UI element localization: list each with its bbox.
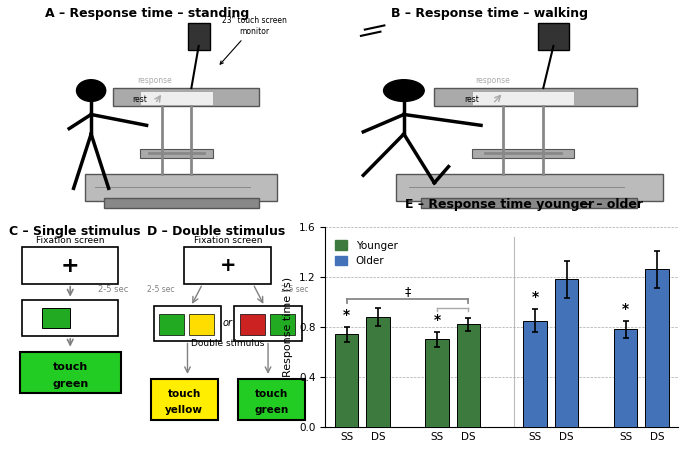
Text: A – Response time – standing: A – Response time – standing bbox=[45, 7, 249, 20]
FancyBboxPatch shape bbox=[270, 314, 295, 335]
Text: ‡: ‡ bbox=[404, 285, 411, 298]
Bar bbox=[457, 324, 480, 427]
Bar bbox=[645, 269, 669, 427]
Text: *: * bbox=[343, 308, 350, 322]
Text: 2-5 sec: 2-5 sec bbox=[98, 285, 129, 294]
FancyBboxPatch shape bbox=[42, 308, 71, 328]
FancyBboxPatch shape bbox=[421, 198, 637, 208]
FancyBboxPatch shape bbox=[234, 306, 301, 340]
Text: *: * bbox=[622, 301, 629, 316]
FancyBboxPatch shape bbox=[103, 198, 259, 208]
FancyBboxPatch shape bbox=[113, 88, 259, 106]
Bar bbox=[555, 279, 578, 427]
FancyBboxPatch shape bbox=[22, 247, 119, 284]
FancyBboxPatch shape bbox=[22, 300, 119, 336]
Bar bbox=[614, 330, 637, 427]
Text: C – Single stimulus: C – Single stimulus bbox=[10, 225, 141, 238]
Text: Fixation screen: Fixation screen bbox=[36, 236, 104, 245]
FancyBboxPatch shape bbox=[238, 379, 305, 420]
FancyBboxPatch shape bbox=[189, 314, 214, 335]
Text: Double stimulus: Double stimulus bbox=[191, 339, 264, 348]
Text: B – Response time – walking: B – Response time – walking bbox=[391, 7, 588, 20]
Circle shape bbox=[384, 80, 424, 101]
Text: green: green bbox=[52, 379, 88, 389]
Text: Fixation screen: Fixation screen bbox=[193, 236, 262, 245]
Text: green: green bbox=[254, 405, 288, 415]
Text: yellow: yellow bbox=[165, 405, 203, 415]
Legend: Younger, Older: Younger, Older bbox=[331, 236, 401, 270]
Text: *: * bbox=[532, 291, 538, 304]
FancyBboxPatch shape bbox=[396, 174, 662, 201]
FancyBboxPatch shape bbox=[240, 314, 264, 335]
Text: touch: touch bbox=[168, 389, 201, 399]
Y-axis label: Response time (s): Response time (s) bbox=[284, 277, 293, 377]
Text: 2-5 sec: 2-5 sec bbox=[147, 285, 175, 294]
FancyBboxPatch shape bbox=[140, 91, 213, 104]
Bar bbox=[425, 340, 449, 427]
Text: touch: touch bbox=[255, 389, 288, 399]
Text: rest: rest bbox=[464, 95, 479, 104]
Text: 23" touch screen
monitor: 23" touch screen monitor bbox=[220, 16, 286, 64]
FancyBboxPatch shape bbox=[472, 149, 574, 158]
Text: +: + bbox=[61, 256, 79, 276]
Circle shape bbox=[77, 80, 105, 101]
Text: rest: rest bbox=[132, 95, 147, 104]
Text: D – Double stimulus: D – Double stimulus bbox=[147, 225, 286, 238]
FancyBboxPatch shape bbox=[538, 24, 569, 50]
FancyBboxPatch shape bbox=[86, 174, 277, 201]
FancyBboxPatch shape bbox=[20, 352, 121, 393]
FancyBboxPatch shape bbox=[184, 247, 271, 284]
Text: response: response bbox=[475, 76, 510, 85]
FancyBboxPatch shape bbox=[159, 314, 184, 335]
FancyBboxPatch shape bbox=[154, 306, 221, 340]
Text: 2-5 sec: 2-5 sec bbox=[281, 285, 309, 294]
FancyBboxPatch shape bbox=[151, 379, 218, 420]
Bar bbox=[366, 317, 390, 427]
Text: or: or bbox=[223, 318, 233, 329]
FancyBboxPatch shape bbox=[434, 88, 637, 106]
Text: touch: touch bbox=[53, 361, 88, 372]
FancyBboxPatch shape bbox=[140, 149, 213, 158]
Text: E – Response time younger: E – Response time younger bbox=[405, 198, 599, 211]
Text: +: + bbox=[219, 256, 236, 275]
Bar bbox=[335, 334, 358, 427]
Text: –– – older: –– – older bbox=[361, 198, 643, 211]
Text: *: * bbox=[434, 313, 440, 327]
FancyBboxPatch shape bbox=[472, 91, 574, 104]
Text: response: response bbox=[138, 76, 173, 85]
FancyBboxPatch shape bbox=[188, 24, 210, 50]
Bar bbox=[523, 321, 547, 427]
